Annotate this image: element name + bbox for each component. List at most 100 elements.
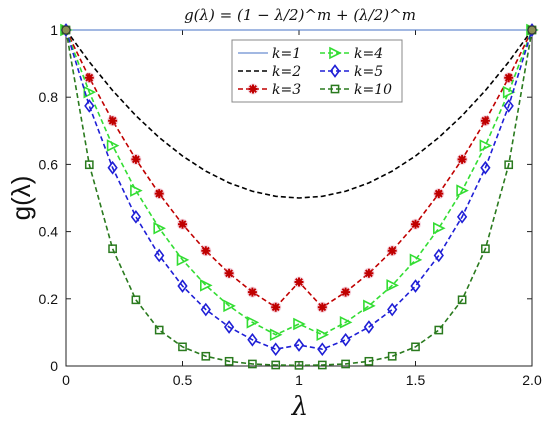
data-point xyxy=(316,328,330,342)
data-point xyxy=(177,279,188,293)
data-point xyxy=(479,139,493,152)
series-k-5 xyxy=(60,23,538,357)
x-axis: 0 0.5 1 1.5 2.0 xyxy=(62,30,542,388)
series-k-2 xyxy=(65,29,533,199)
data-point xyxy=(107,160,118,175)
series-line xyxy=(65,29,533,336)
series-line xyxy=(65,29,533,367)
legend-marker xyxy=(329,46,342,60)
data-point xyxy=(411,219,420,229)
data-point xyxy=(503,99,514,113)
data-point xyxy=(131,295,141,305)
data-point xyxy=(200,302,211,317)
y-tick-label: 0.2 xyxy=(39,291,59,307)
data-point xyxy=(433,221,446,235)
data-point xyxy=(364,268,374,278)
data-point xyxy=(154,189,164,199)
legend-item: k=2 xyxy=(238,64,301,80)
y-tick-label: 0 xyxy=(50,358,58,374)
data-point xyxy=(504,160,514,170)
data-point xyxy=(387,246,397,256)
data-point xyxy=(248,359,257,369)
data-point xyxy=(317,302,327,312)
data-point xyxy=(386,279,399,292)
data-point xyxy=(223,299,236,313)
data-point xyxy=(130,209,142,224)
x-tick-label: 1.5 xyxy=(406,372,426,388)
data-point xyxy=(480,160,491,175)
legend-item: k=5 xyxy=(320,64,383,80)
data-point xyxy=(247,332,258,347)
endpoint-marker xyxy=(527,25,537,35)
data-point xyxy=(502,85,516,99)
series-line xyxy=(65,29,533,199)
data-point xyxy=(224,356,234,366)
legend-label: k=4 xyxy=(354,46,383,62)
x-tick-label: 2.0 xyxy=(522,372,542,388)
data-point xyxy=(247,287,257,297)
legend-item: k=1 xyxy=(238,46,301,62)
data-point xyxy=(108,116,118,126)
data-point xyxy=(339,316,353,329)
x-axis-label: λ xyxy=(291,392,308,422)
data-point xyxy=(106,139,120,152)
legend-item: k=10 xyxy=(320,82,392,98)
data-point xyxy=(434,325,444,335)
data-point xyxy=(411,342,420,352)
data-point xyxy=(178,342,187,352)
series-line xyxy=(65,29,533,351)
data-point xyxy=(363,320,375,334)
endpoint-marker xyxy=(61,25,71,35)
data-point xyxy=(340,332,351,347)
legend-item: k=3 xyxy=(238,82,301,98)
legend-label: k=2 xyxy=(272,64,301,80)
data-point xyxy=(410,279,421,293)
data-point xyxy=(131,154,141,164)
y-axis: 0 0.2 0.4 0.6 0.8 1 xyxy=(39,22,532,374)
data-point xyxy=(246,316,260,329)
data-point xyxy=(269,328,283,342)
data-point xyxy=(223,320,235,334)
data-point xyxy=(293,317,306,331)
data-point xyxy=(176,253,190,267)
legend-label: k=3 xyxy=(272,82,301,98)
data-point xyxy=(108,244,117,254)
data-point xyxy=(387,302,398,317)
legend-item: k=4 xyxy=(320,46,383,62)
y-tick-label: 0.8 xyxy=(39,89,59,105)
legend-box xyxy=(231,39,403,103)
data-point xyxy=(294,277,304,287)
chart-title: g(λ) = (1 − λ/2)^m + (λ/2)^m xyxy=(184,6,416,24)
x-tick-label: 0 xyxy=(62,372,70,388)
legend-label: k=5 xyxy=(354,64,383,80)
y-tick-label: 0.6 xyxy=(39,156,59,172)
x-tick-label: 1 xyxy=(295,372,303,388)
data-point xyxy=(178,219,187,229)
data-point xyxy=(130,184,143,197)
data-point xyxy=(409,253,423,267)
data-point xyxy=(201,246,211,256)
data-point xyxy=(456,184,469,197)
data-point xyxy=(293,338,305,352)
data-point xyxy=(154,325,164,335)
data-point xyxy=(434,189,444,199)
x-tick-label: 0.5 xyxy=(173,372,193,388)
data-point xyxy=(480,116,490,126)
y-axis-label: g(λ) xyxy=(6,176,36,221)
series-k-3 xyxy=(60,24,538,313)
data-point xyxy=(433,248,444,263)
data-point xyxy=(457,154,467,164)
data-point xyxy=(201,351,211,361)
y-tick-label: 1 xyxy=(50,22,58,38)
legend: k=1 k=2 k=3 k=4 k=5 k=10 xyxy=(231,39,403,103)
data-point xyxy=(200,279,213,292)
data-point xyxy=(387,351,397,361)
data-point xyxy=(294,360,304,370)
data-point xyxy=(317,360,327,370)
data-point xyxy=(457,295,467,305)
data-point xyxy=(153,221,166,235)
series-layer xyxy=(60,23,539,370)
data-point xyxy=(84,160,94,170)
data-point xyxy=(84,99,95,113)
